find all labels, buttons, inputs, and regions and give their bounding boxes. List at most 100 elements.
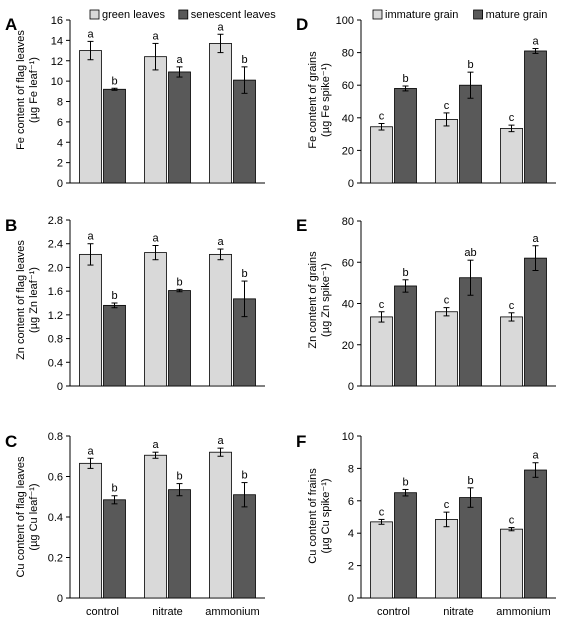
y-tick-label: 0: [348, 593, 354, 605]
significance-letter: a: [87, 28, 94, 40]
bar: [144, 454, 167, 599]
y-tick-label: 2.8: [48, 215, 63, 227]
y-tick-label: 20: [342, 145, 354, 157]
bar: [500, 316, 523, 387]
significance-letter: a: [217, 236, 224, 248]
significance-letter: a: [87, 445, 94, 457]
y-axis-title-line: Zn content of grains: [307, 251, 319, 349]
y-tick-label: 0.8: [48, 431, 63, 443]
significance-letter: b: [402, 476, 408, 488]
significance-letter: a: [152, 232, 159, 244]
legend-label: senescent leaves: [191, 9, 276, 21]
y-tick-label: 0: [348, 381, 354, 393]
significance-letter: c: [509, 300, 515, 312]
panel-f: FCu content of frains (µg Cu spike⁻¹)0246…: [296, 431, 556, 618]
panel-d: D Fe content of grains (µg Fe spike⁻¹) 0 20 4…: [296, 9, 556, 190]
panel-letter: B: [5, 216, 17, 235]
significance-letter: c: [509, 515, 515, 527]
bar: [394, 492, 417, 599]
y-axis-title: Zn content of grains (µg Zn spike⁻¹): [307, 251, 332, 349]
significance-letter: a: [217, 21, 224, 33]
x-tick-label: nitrate: [443, 606, 474, 618]
legend: green leaves senescent leaves: [89, 9, 276, 21]
y-tick-label: 16: [51, 15, 63, 27]
y-tick-label: 0.2: [48, 553, 63, 565]
x-tick-label: ammonium: [496, 606, 550, 618]
y-axis-title-line: Fe content of flag leaves: [15, 30, 27, 150]
panel-e: EZn content of grains (µg Zn spike⁻¹)0204…: [296, 216, 556, 393]
y-tick-label: 40: [342, 299, 354, 311]
y-tick-label: 100: [336, 15, 354, 27]
y-axis-title: Fe content of grains (µg Fe spike⁻¹): [307, 51, 332, 149]
y-tick-label: 40: [342, 113, 354, 125]
bar: [168, 290, 191, 387]
y-tick-label: 60: [342, 257, 354, 269]
panel-c: C Cu content of flag leaves (µg Cu leaf⁻¹)…: [5, 431, 265, 618]
significance-letter: b: [176, 276, 182, 288]
significance-letter: a: [217, 435, 224, 447]
significance-letter: c: [509, 112, 515, 124]
y-axis-unit-line: (µg Fe spike⁻¹): [320, 63, 332, 137]
panel-letter: D: [296, 15, 308, 34]
significance-letter: c: [444, 100, 450, 112]
significance-letter: b: [111, 75, 117, 87]
significance-letter: b: [467, 475, 473, 487]
bar: [459, 84, 482, 184]
significance-letter: a: [532, 233, 539, 245]
y-tick-label: 0: [57, 593, 63, 605]
x-tick-label: control: [86, 606, 119, 618]
y-tick-label: 1.2: [48, 310, 63, 322]
y-tick-label: 2: [57, 158, 63, 170]
legend-swatch: [473, 9, 484, 20]
legend-swatch: [89, 9, 100, 20]
bar: [233, 494, 256, 599]
bar: [209, 253, 232, 387]
y-tick-label: 2.4: [48, 239, 63, 251]
significance-letter: b: [467, 59, 473, 71]
bar: [435, 311, 458, 387]
significance-letter: a: [152, 439, 159, 451]
bar: [459, 497, 482, 599]
y-tick-label: 2: [348, 561, 354, 573]
significance-letter: c: [379, 506, 385, 518]
y-axis-title-line: Zn content of flag leaves: [15, 240, 27, 360]
legend-label: mature grain: [486, 9, 548, 21]
bar: [209, 451, 232, 599]
bar: [435, 519, 458, 599]
y-axis-unit-line: (µg Cu leaf⁻¹): [28, 483, 40, 550]
y-tick-label: 6: [348, 496, 354, 508]
significance-letter: c: [379, 111, 385, 123]
bar: [79, 50, 102, 184]
y-axis-title: Fe content of flag leaves (µg Fe leaf⁻¹): [15, 30, 40, 150]
bar: [524, 257, 547, 387]
bar: [168, 489, 191, 599]
y-tick-label: 4: [348, 528, 354, 540]
bar: [103, 499, 126, 599]
y-axis-unit-line: (µg Zn leaf⁻¹): [28, 267, 40, 333]
legend-label: green leaves: [102, 9, 165, 21]
x-tick-label: control: [377, 606, 410, 618]
y-tick-label: 4: [57, 137, 63, 149]
y-tick-label: 0: [57, 381, 63, 393]
y-tick-label: 0.8: [48, 334, 63, 346]
y-tick-label: 20: [342, 340, 354, 352]
y-tick-label: 8: [57, 97, 63, 109]
significance-letter: b: [176, 471, 182, 483]
significance-letter: c: [444, 295, 450, 307]
legend: immature grain mature grain: [372, 9, 548, 21]
y-tick-label: 0.4: [48, 512, 63, 524]
panel-letter: F: [296, 432, 306, 451]
significance-letter: b: [241, 268, 247, 280]
bar: [103, 88, 126, 184]
y-tick-label: 0: [57, 178, 63, 190]
y-tick-label: 0.4: [48, 357, 63, 369]
significance-letter: b: [402, 267, 408, 279]
significance-letter: a: [176, 54, 183, 66]
bar: [370, 126, 393, 184]
bar: [209, 43, 232, 184]
significance-letter: c: [444, 499, 450, 511]
y-tick-label: 60: [342, 80, 354, 92]
legend-label: immature grain: [385, 9, 458, 21]
panel-letter: C: [5, 432, 17, 451]
